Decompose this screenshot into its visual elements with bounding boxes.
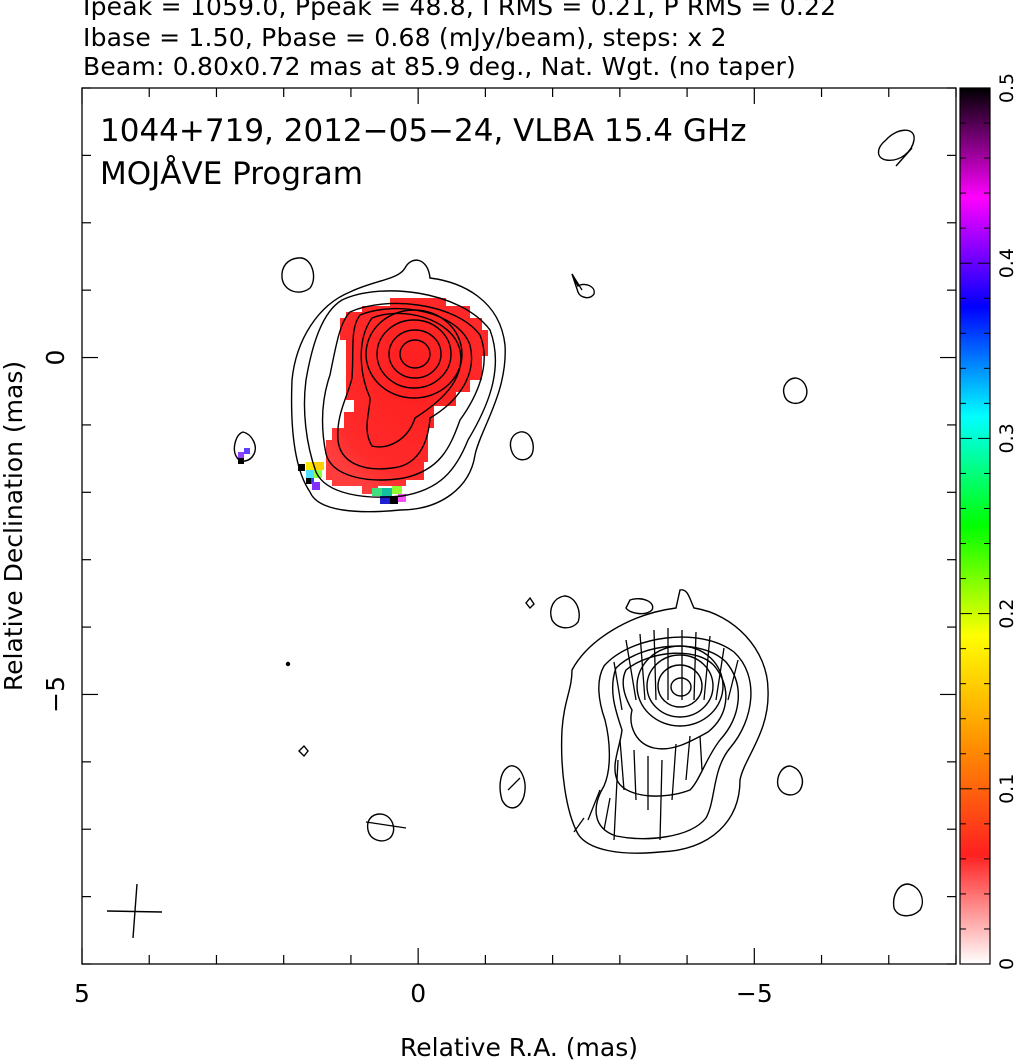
colorbar-tick-label: 0.3 (996, 423, 1018, 453)
contour-secondary-3 (611, 645, 739, 797)
contour-core-5 (360, 312, 462, 448)
x-tick-label: 5 (74, 979, 90, 1008)
polarized-emission-core (326, 298, 488, 494)
contour-blob (525, 596, 535, 610)
pixel (392, 486, 402, 494)
contour-core-7 (376, 319, 452, 389)
contour-core-3 (321, 302, 485, 481)
plot-frame (81, 87, 957, 965)
header-base-levels: Ibase = 1.50, Pbase = 0.68 (mJy/beam), s… (83, 23, 727, 52)
evpa-sticks (365, 273, 739, 841)
pixel (372, 488, 382, 496)
contour-core-6 (365, 309, 463, 399)
colorbar-tick-label: 0.2 (996, 598, 1018, 628)
beam-symbol (106, 883, 163, 939)
chart-title: 1044+719, 2012−05−24, VLBA 15.4 GHz (100, 113, 746, 149)
contour-secondary-5 (636, 645, 724, 727)
pixel (312, 482, 320, 490)
contour-blob (233, 431, 256, 462)
contour-secondary-7 (657, 664, 703, 708)
contour-core-9 (399, 339, 431, 369)
contour-secondary-outer (560, 589, 769, 854)
x-axis-label: Relative R.A. (mas) (400, 1033, 638, 1060)
colorbar: 0 0.1 0.2 0.3 0.4 0.5 (959, 73, 1018, 970)
contour-blob (281, 257, 315, 293)
pixel (398, 494, 406, 502)
pixel (382, 488, 392, 496)
contour-blob (509, 431, 534, 461)
contour-dot (285, 661, 291, 667)
contour-blob (571, 273, 595, 299)
intensity-contours (106, 129, 924, 939)
colorbar-tick-label: 0.5 (996, 73, 1018, 103)
pixel (244, 448, 250, 454)
contour-secondary-4 (622, 652, 727, 750)
contour-secondary-2 (595, 636, 752, 840)
x-tick-label: −5 (736, 979, 773, 1008)
contour-blob (366, 813, 395, 842)
pixel (306, 462, 314, 470)
y-axis-label: Relative Declination (mas) (0, 361, 28, 691)
colorbar-tick-label: 0 (996, 958, 1018, 970)
chart-subtitle: MOJÅVE Program (100, 156, 363, 192)
y-tick-label: −5 (41, 676, 70, 713)
contour-blob (550, 595, 580, 629)
colorbar-tick-label: 0.1 (996, 774, 1018, 804)
header-beam-info: Beam: 0.80x0.72 mas at 85.9 deg., Nat. W… (83, 52, 796, 81)
pixel (238, 452, 244, 458)
contour-secondary-8 (670, 677, 692, 697)
pixel (314, 462, 324, 470)
y-tick-label: 0 (41, 350, 70, 366)
x-tick-label: 0 (410, 979, 426, 1008)
axes: 5 0 −5 0 −5 (41, 87, 957, 1008)
contour-blob (877, 129, 915, 167)
pixel (380, 496, 390, 504)
contour-blob (625, 598, 654, 615)
pixel (306, 470, 314, 478)
header-peak-stats: Ipeak = 1059.0, Ppeak = 48.8, I RMS = 0.… (83, 0, 837, 21)
contour-blob (782, 377, 808, 405)
contour-core-outer (290, 259, 506, 513)
colorbar-scale (959, 87, 991, 965)
contour-blob (298, 744, 309, 758)
contour-core-8 (388, 329, 442, 379)
pixel (314, 470, 322, 478)
colorbar-tick-label: 0.4 (996, 248, 1018, 278)
contour-core-2 (303, 290, 497, 498)
contour-blob (776, 765, 804, 796)
contour-blob (499, 765, 526, 809)
contour-blob (892, 883, 924, 917)
pixel (390, 496, 398, 504)
polarization-image (238, 298, 488, 504)
contour-core-4 (337, 308, 473, 470)
contour-secondary-6 (646, 654, 714, 718)
pixel (298, 464, 305, 471)
pixel (306, 478, 311, 484)
